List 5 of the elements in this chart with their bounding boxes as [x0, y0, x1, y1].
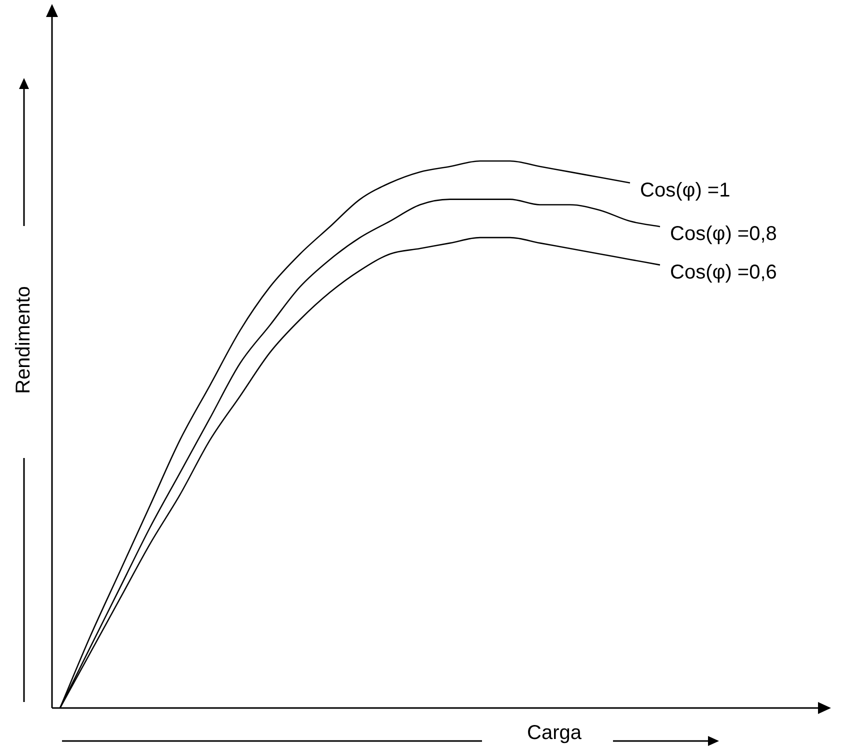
series-label: Cos(φ) =0,6 [670, 261, 777, 284]
y-axis-title: Rendimento [12, 286, 36, 394]
x-axis-title: Carga [527, 722, 582, 745]
series-label: Cos(φ) =1 [640, 179, 730, 202]
series-label: Cos(φ) =0,8 [670, 223, 777, 246]
